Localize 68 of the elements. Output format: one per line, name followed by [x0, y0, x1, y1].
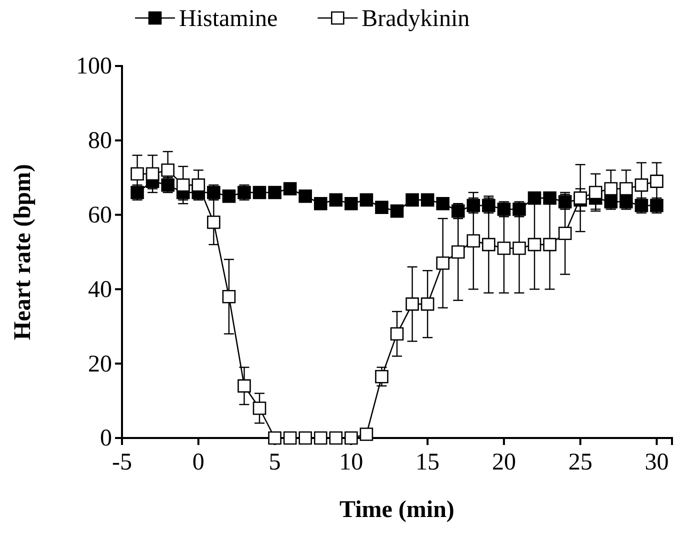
point	[543, 191, 556, 205]
point	[406, 193, 419, 207]
point	[634, 178, 648, 192]
x-tick-label: 0	[192, 450, 204, 476]
point	[604, 182, 618, 196]
point	[360, 428, 374, 441]
x-tick-label: -5	[112, 450, 132, 476]
x-tick-label: 10	[339, 450, 364, 476]
point	[238, 379, 251, 393]
point	[420, 297, 434, 311]
point	[390, 204, 404, 218]
point	[344, 196, 358, 210]
point	[130, 167, 144, 181]
y-axis-title: Heart rate (bpm)	[10, 164, 36, 340]
x-tick-label: 30	[644, 450, 669, 476]
y-tick-label: 80	[88, 128, 112, 154]
point	[192, 178, 206, 192]
point	[543, 238, 556, 252]
legend-label: Bradykinin	[362, 6, 470, 32]
y-tick-label: 0	[100, 426, 112, 452]
point	[329, 193, 343, 207]
point	[436, 256, 450, 270]
point	[390, 327, 404, 340]
point	[314, 196, 328, 210]
point	[512, 242, 526, 255]
x-tick-label: 15	[416, 450, 440, 476]
point	[360, 193, 374, 207]
point	[482, 238, 496, 252]
point	[298, 431, 312, 445]
point	[283, 182, 297, 196]
point	[375, 370, 388, 384]
x-tick-label: 25	[568, 450, 592, 476]
point	[314, 431, 328, 445]
y-tick-label: 40	[88, 276, 112, 303]
x-tick-label: 20	[492, 450, 516, 476]
x-tick-label: 5	[268, 450, 281, 476]
point	[207, 216, 220, 229]
point	[620, 182, 633, 196]
point	[344, 431, 358, 445]
point	[406, 297, 419, 311]
y-tick-label: 20	[88, 351, 112, 378]
point	[436, 196, 450, 210]
point	[298, 190, 312, 203]
point	[283, 431, 297, 445]
point	[222, 290, 236, 304]
point	[252, 402, 266, 415]
point	[252, 186, 266, 200]
point	[146, 167, 160, 181]
point	[588, 186, 602, 200]
point	[268, 186, 282, 200]
point	[268, 431, 282, 445]
y-tick-label: 100	[76, 54, 112, 80]
point	[420, 193, 434, 207]
y-tick-label: 60	[88, 202, 112, 228]
x-axis-title: Time (min)	[340, 497, 454, 523]
point	[451, 245, 465, 259]
point	[497, 242, 511, 255]
point	[329, 431, 343, 445]
point	[375, 200, 388, 214]
point	[650, 174, 664, 188]
point	[528, 238, 542, 252]
point	[176, 178, 190, 192]
legend-label: Histamine	[179, 6, 278, 32]
point	[161, 164, 174, 177]
point	[466, 234, 480, 248]
point	[558, 226, 572, 240]
point	[222, 190, 236, 203]
point	[528, 191, 542, 205]
